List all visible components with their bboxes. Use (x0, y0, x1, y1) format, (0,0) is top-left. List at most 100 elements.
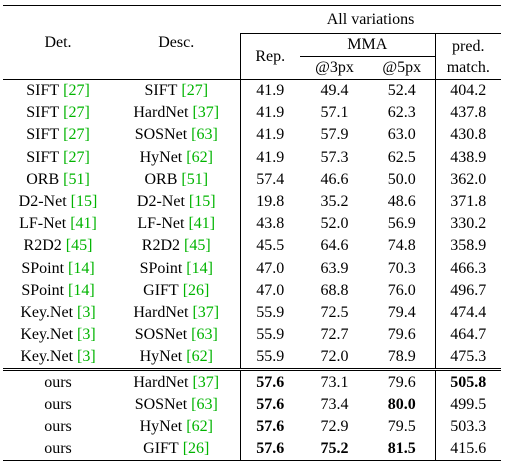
desc-name: HardNet (133, 303, 189, 321)
value-cell: 464.7 (434, 324, 502, 347)
citation: [27] (181, 82, 209, 100)
value-cell: 438.9 (434, 146, 502, 169)
desc-cell: R2D2 [45] (113, 235, 240, 257)
table-header: Det. Desc. All variations Rep. MMA pred.… (3, 5, 502, 80)
value-cell: 474.4 (434, 301, 502, 325)
table-row: SPoint [14] SPoint [14] 47.0 63.9 70.3 466.3 (3, 257, 502, 280)
value-cell: 62.3 (387, 104, 416, 122)
desc-name: R2D2 (141, 237, 181, 255)
table-section: ours HardNet [37] 57.6 73.1 79.6 505.8 ours SOSN… (3, 368, 502, 461)
header-rep: Rep. (239, 33, 300, 80)
value-cell: 73.4 (320, 395, 349, 413)
citation: [3] (77, 326, 96, 344)
det-cell: SIFT [27] (3, 124, 113, 146)
value-cell: 330.2 (434, 213, 502, 236)
value-cell: 47.0 (239, 257, 300, 280)
citation: [27] (63, 82, 90, 100)
table-row: SIFT [27] SIFT [27] 41.9 49.4 52.4 404.2 (3, 79, 502, 103)
value-cell: 57.6 (239, 368, 300, 394)
desc-name: HyNet (139, 417, 183, 435)
value-cell: 466.3 (434, 257, 502, 280)
value-cell: 437.8 (434, 102, 502, 125)
value-cell: 57.6 (239, 393, 300, 416)
header-desc: Desc. (113, 5, 240, 80)
citation: [14] (186, 259, 213, 277)
value-cell: 43.8 (239, 213, 300, 236)
header-mma: MMA (300, 33, 435, 57)
value-cell: 75.2 (320, 440, 349, 458)
value-cell: 57.6 (239, 438, 300, 461)
value-cell: 49.4 (320, 82, 349, 100)
citation: [45] (184, 237, 211, 255)
value-cell: 45.5 (239, 235, 300, 258)
value-cell: 62.5 (387, 148, 416, 166)
value-cell: 79.6 (369, 368, 435, 394)
det-cell: ours (3, 368, 113, 394)
det-name: SIFT (26, 126, 60, 144)
det-cell: SIFT [27] (3, 80, 113, 103)
desc-cell: LF-Net [41] (113, 213, 240, 235)
value-cell: 371.8 (434, 190, 502, 214)
det-name: R2D2 (23, 237, 62, 255)
citation: [15] (70, 193, 98, 211)
desc-name: SIFT (144, 82, 178, 100)
value-cell: 79.5 (387, 417, 416, 435)
citation: [51] (181, 170, 209, 188)
value-cell: 57.1 (320, 104, 349, 122)
desc-name: LF-Net (137, 215, 185, 233)
value-cell: 55.9 (239, 346, 300, 370)
det-name: SPoint (21, 281, 65, 299)
det-name: ours (44, 440, 72, 458)
desc-cell: SOSNet [63] (113, 124, 240, 146)
desc-cell: D2-Net [15] (113, 191, 240, 213)
det-name: ours (44, 417, 72, 435)
desc-name: ORB (144, 170, 178, 188)
det-cell: Key.Net [3] (3, 324, 113, 346)
value-cell: 496.7 (434, 279, 502, 302)
citation: [63] (191, 326, 218, 344)
det-cell: SPoint [14] (3, 280, 113, 302)
value-cell: 358.9 (434, 235, 502, 258)
desc-cell: HardNet [37] (113, 368, 240, 394)
header-at3: @3px (300, 56, 369, 80)
header-det: Det. (3, 5, 113, 80)
results-table: Det. Desc. All variations Rep. MMA pred.… (3, 5, 502, 462)
header-match: match. (446, 58, 490, 76)
value-cell: 41.9 (239, 79, 300, 103)
citation: [63] (191, 395, 218, 413)
det-name: SIFT (26, 148, 60, 166)
desc-name: GIFT (143, 281, 179, 299)
value-cell: 52.4 (387, 82, 416, 100)
citation: [41] (188, 215, 216, 233)
header-pred: pred. (452, 37, 485, 55)
citation: [63] (191, 126, 218, 144)
value-cell: 57.6 (239, 415, 300, 438)
value-cell: 47.0 (239, 279, 300, 302)
value-cell: 72.5 (320, 303, 349, 321)
table-row: SIFT [27] SOSNet [63] 41.9 57.9 63.0 430.8 (3, 124, 502, 147)
det-name: ORB (26, 170, 60, 188)
value-cell: 46.6 (320, 170, 349, 188)
desc-cell: ORB [51] (113, 169, 240, 191)
desc-cell: HyNet [62] (113, 147, 240, 169)
value-cell: 72.0 (320, 348, 349, 366)
value-cell: 35.2 (320, 193, 349, 211)
value-cell: 362.0 (434, 168, 502, 191)
value-cell: 79.4 (387, 303, 416, 321)
det-name: SIFT (26, 104, 60, 122)
det-name: D2-Net (18, 193, 67, 211)
det-name: LF-Net (19, 215, 67, 233)
desc-name: SOSNet (134, 395, 188, 413)
det-cell: SIFT [27] (3, 102, 113, 124)
desc-name: HardNet (133, 373, 189, 391)
header-all-variations: All variations (240, 5, 502, 34)
citation: [15] (188, 193, 216, 211)
value-cell: 19.8 (239, 190, 300, 214)
det-cell: ours (3, 438, 113, 461)
desc-cell: GIFT [26] (113, 280, 240, 302)
value-cell: 41.9 (239, 102, 300, 125)
table-row: ours SOSNet [63] 57.6 73.4 80.0 499.5 (3, 393, 502, 416)
desc-cell: SOSNet [63] (113, 324, 240, 346)
det-name: Key.Net (20, 303, 74, 321)
value-cell: 72.7 (320, 326, 349, 344)
